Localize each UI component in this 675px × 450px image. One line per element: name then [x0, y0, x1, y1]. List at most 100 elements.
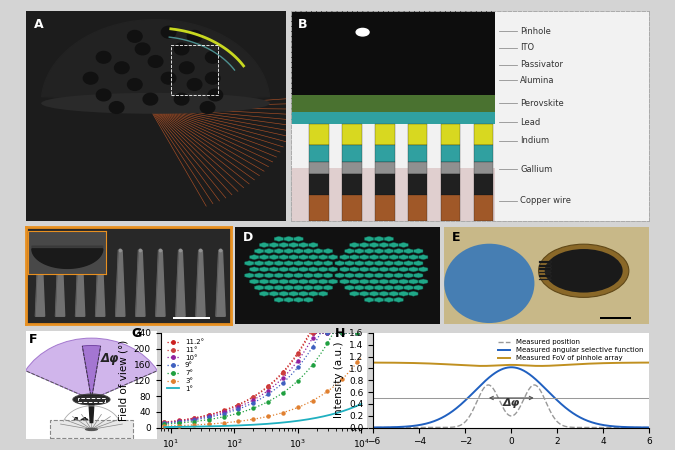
FancyBboxPatch shape: [474, 195, 493, 220]
Text: Perovskite: Perovskite: [520, 99, 564, 108]
Line: Measured position: Measured position: [362, 385, 661, 428]
FancyBboxPatch shape: [539, 272, 551, 274]
Measured position: [616, 425, 624, 430]
FancyBboxPatch shape: [291, 112, 495, 124]
Ellipse shape: [545, 249, 622, 292]
Circle shape: [161, 26, 176, 38]
Ellipse shape: [138, 248, 142, 252]
7°: [358, 330, 366, 336]
FancyBboxPatch shape: [474, 162, 493, 175]
11.2°: [306, 330, 314, 336]
FancyBboxPatch shape: [375, 162, 394, 175]
Text: Indium: Indium: [520, 136, 549, 145]
FancyBboxPatch shape: [474, 124, 493, 145]
Y-axis label: Intensity (a.u.): Intensity (a.u.): [333, 342, 344, 418]
Circle shape: [135, 43, 150, 55]
FancyBboxPatch shape: [375, 195, 394, 220]
Circle shape: [109, 102, 124, 113]
FancyBboxPatch shape: [408, 145, 427, 162]
Text: Alumina: Alumina: [520, 76, 555, 85]
Text: Gallium: Gallium: [520, 165, 553, 174]
FancyBboxPatch shape: [408, 124, 427, 145]
Measured position: [585, 425, 593, 430]
11.2°: [304, 334, 312, 339]
FancyBboxPatch shape: [342, 124, 362, 145]
7°: [184, 419, 192, 425]
Polygon shape: [32, 246, 103, 266]
Ellipse shape: [198, 248, 202, 252]
10°: [284, 369, 292, 375]
10°: [160, 420, 168, 426]
Text: Copper wire: Copper wire: [520, 196, 571, 205]
7°: [304, 368, 312, 373]
3°: [284, 408, 292, 414]
10°: [225, 408, 233, 414]
Measured FoV of pinhole array: [539, 363, 547, 369]
10°: [184, 417, 192, 423]
11°: [284, 364, 292, 369]
Measured FoV of pinhole array: [358, 360, 366, 365]
Measured position: [358, 425, 366, 430]
FancyBboxPatch shape: [173, 317, 211, 319]
Polygon shape: [96, 251, 105, 316]
11°: [302, 337, 311, 342]
Measured FoV of pinhole array: [657, 360, 665, 365]
FancyBboxPatch shape: [408, 195, 427, 220]
9°: [225, 410, 233, 415]
Circle shape: [97, 51, 111, 63]
1°: [238, 423, 246, 428]
3°: [358, 354, 366, 359]
Ellipse shape: [41, 93, 270, 114]
Text: Δφ: Δφ: [503, 398, 520, 408]
11°: [184, 417, 192, 422]
Polygon shape: [41, 20, 270, 104]
Ellipse shape: [58, 248, 62, 252]
Ellipse shape: [73, 394, 110, 405]
Polygon shape: [136, 251, 145, 316]
FancyBboxPatch shape: [474, 145, 493, 162]
Ellipse shape: [118, 248, 122, 252]
Circle shape: [205, 51, 220, 63]
11.2°: [184, 416, 192, 422]
Ellipse shape: [85, 428, 98, 431]
Measured angular selective function: [616, 424, 624, 429]
FancyBboxPatch shape: [342, 145, 362, 162]
11°: [238, 400, 246, 406]
7°: [284, 386, 292, 391]
Measured angular selective function: [358, 425, 366, 430]
Circle shape: [115, 62, 129, 74]
1°: [184, 424, 192, 429]
1°: [284, 419, 292, 425]
Line: 10°: 10°: [163, 332, 363, 424]
Circle shape: [208, 89, 223, 101]
Ellipse shape: [78, 248, 82, 252]
Line: 1°: 1°: [164, 404, 362, 427]
FancyBboxPatch shape: [600, 317, 631, 319]
FancyBboxPatch shape: [441, 162, 460, 175]
11.2°: [160, 419, 168, 425]
Polygon shape: [196, 251, 205, 316]
10°: [311, 330, 319, 336]
11°: [358, 330, 366, 336]
FancyBboxPatch shape: [309, 195, 329, 220]
FancyBboxPatch shape: [342, 175, 362, 195]
FancyBboxPatch shape: [441, 124, 460, 145]
FancyBboxPatch shape: [441, 195, 460, 220]
Measured angular selective function: [539, 384, 547, 390]
Text: Δφ: Δφ: [101, 352, 119, 365]
FancyBboxPatch shape: [309, 175, 329, 195]
11.2°: [238, 400, 246, 405]
Circle shape: [187, 79, 202, 90]
FancyBboxPatch shape: [49, 419, 134, 438]
Measured FoV of pinhole array: [532, 363, 540, 369]
Circle shape: [356, 28, 369, 36]
1°: [304, 417, 312, 422]
Polygon shape: [35, 251, 45, 316]
Line: Measured angular selective function: Measured angular selective function: [362, 367, 661, 428]
Measured angular selective function: [507, 364, 515, 370]
FancyBboxPatch shape: [441, 145, 460, 162]
3°: [225, 420, 233, 425]
Polygon shape: [156, 251, 165, 316]
Ellipse shape: [219, 248, 223, 252]
7°: [302, 369, 311, 374]
